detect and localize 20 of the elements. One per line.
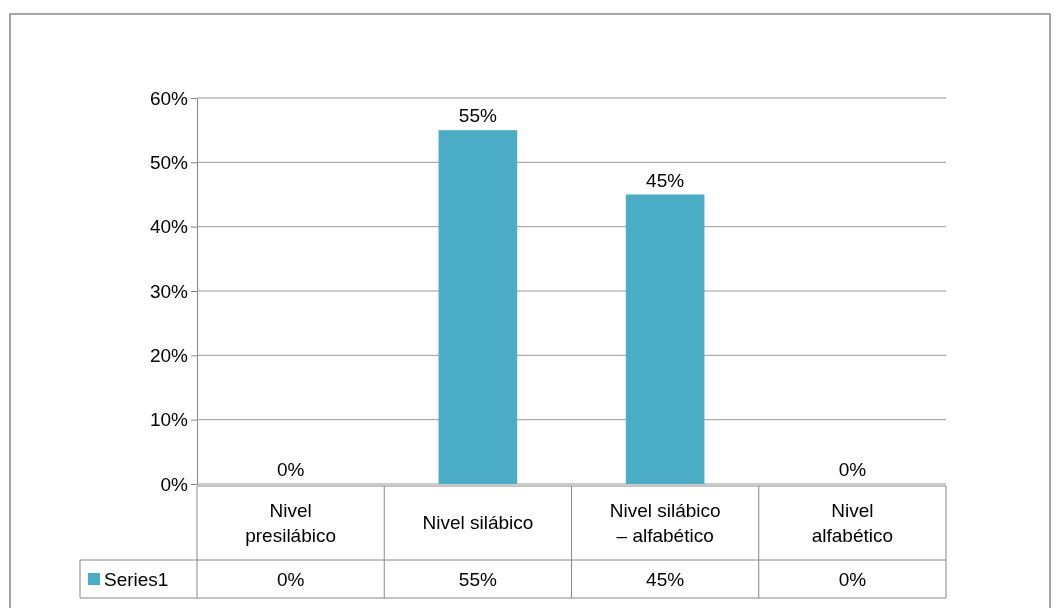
y-tick-label: 20%: [149, 344, 189, 366]
data-label: 55%: [458, 569, 497, 590]
x-tick-label: Nivel presilábico: [245, 500, 337, 546]
y-tick-label: 40%: [149, 216, 189, 238]
data-label: 0%: [276, 569, 305, 590]
y-tick-label: 60%: [149, 87, 189, 109]
data-label: 45%: [646, 569, 685, 590]
legend-label: Series1: [104, 569, 169, 590]
y-tick-label: 50%: [149, 151, 189, 173]
data-label: 0%: [838, 569, 867, 590]
y-tick-label: 10%: [149, 409, 189, 431]
y-tick-label: 30%: [149, 280, 189, 302]
text: 55%: [458, 105, 497, 127]
text: 0%: [276, 459, 305, 480]
x-tick-label: Nivel alfabético: [811, 500, 894, 546]
text: 45%: [646, 169, 685, 191]
text: 0%: [838, 459, 867, 480]
y-tick-label: 0%: [160, 473, 189, 495]
x-tick-label: Nivel silábico – alfabético: [609, 500, 721, 546]
x-tick-label: Nivel silábico: [422, 512, 534, 533]
